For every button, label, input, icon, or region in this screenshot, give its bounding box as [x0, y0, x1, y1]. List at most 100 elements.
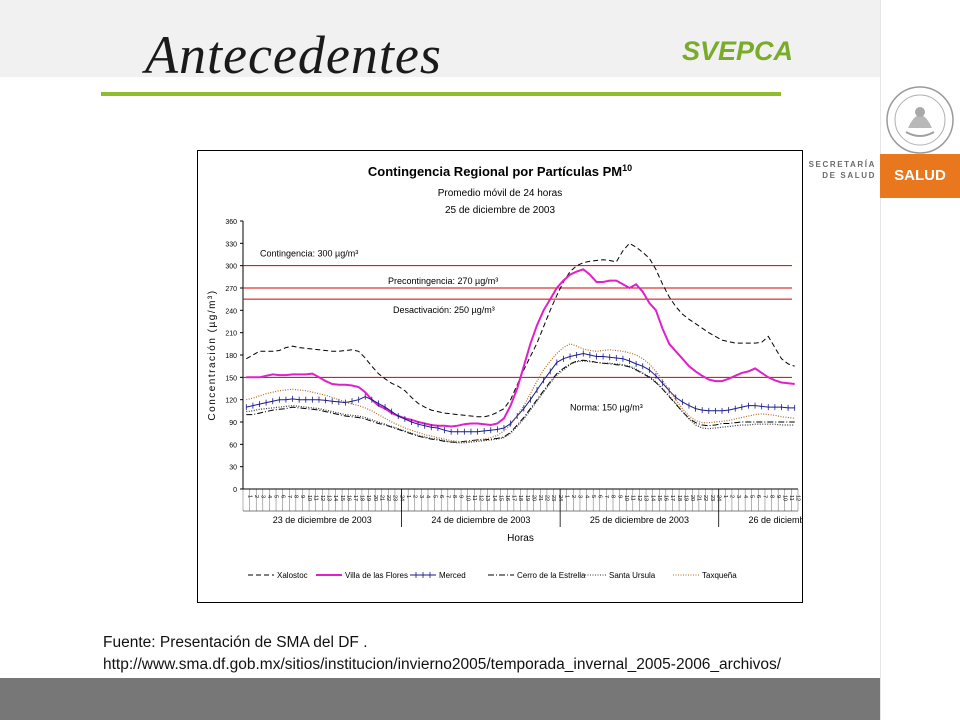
x-tick-label: 11 [788, 495, 794, 501]
x-tick-label: 9 [458, 495, 464, 498]
x-tick-label: 2 [570, 495, 576, 498]
source-text: Fuente: Presentación de SMA del DF . [103, 634, 368, 651]
x-tick-label: 8 [293, 495, 299, 498]
x-tick-label: 5 [273, 495, 279, 498]
threshold-label: Desactivación: 250 µg/m³ [393, 305, 495, 315]
day-label: 26 de diciembre de 2003 [748, 515, 802, 525]
x-tick-label: 21 [537, 495, 543, 501]
x-tick-label: 1 [246, 495, 252, 498]
x-tick-label: 12 [478, 495, 484, 501]
x-tick-label: 6 [279, 495, 285, 498]
x-tick-label: 8 [768, 495, 774, 498]
x-tick-label: 4 [266, 495, 272, 498]
x-tick-label: 20 [689, 495, 695, 501]
x-tick-label: 3 [577, 495, 583, 498]
x-tick-label: 15 [339, 495, 345, 501]
x-tick-label: 5 [431, 495, 437, 498]
x-tick-label: 23 [709, 495, 715, 501]
ministry-line-2: DE SALUD [822, 171, 876, 180]
ministry-label: SECRETARÍA DE SALUD [809, 159, 876, 181]
title-underline [101, 92, 781, 96]
ministry-line-1: SECRETARÍA [808, 160, 876, 169]
legend-label: Villa de las Flores [345, 571, 408, 580]
legend-label: Cerro de la Estrella [517, 571, 586, 580]
y-tick-label: 60 [229, 442, 237, 449]
y-tick-label: 210 [225, 331, 237, 338]
x-tick-label: 7 [762, 495, 768, 498]
series-line-5 [246, 343, 795, 443]
x-tick-label: 5 [590, 495, 596, 498]
x-tick-label: 21 [696, 495, 702, 501]
x-tick-label: 6 [596, 495, 602, 498]
x-tick-label: 8 [610, 495, 616, 498]
legend-label: Merced [439, 571, 466, 580]
legend-label: Taxqueña [702, 571, 737, 580]
x-tick-label: 11 [630, 495, 636, 501]
chart-subtitle-1: Promedio móvil de 24 horas [438, 188, 563, 199]
x-tick-label: 19 [682, 495, 688, 501]
x-tick-label: 11 [312, 495, 318, 501]
x-tick-label: 6 [755, 495, 761, 498]
threshold-label: Precontingencia: 270 µg/m³ [388, 276, 498, 286]
legend-label: Xalostoc [277, 571, 308, 580]
x-tick-label: 2 [253, 495, 259, 498]
slide-title: Antecedentes [145, 25, 442, 85]
x-tick-label: 22 [702, 495, 708, 501]
x-tick-label: 3 [260, 495, 266, 498]
x-tick-label: 13 [643, 495, 649, 501]
x-tick-label: 1 [563, 495, 569, 498]
x-tick-label: 14 [649, 495, 655, 501]
x-tick-label: 18 [359, 495, 365, 501]
series-line-2 [246, 352, 795, 433]
y-tick-label: 180 [225, 353, 237, 360]
day-label: 24 de diciembre de 2003 [431, 515, 530, 525]
y-tick-label: 300 [225, 264, 237, 271]
y-tick-label: 120 [225, 398, 237, 405]
x-tick-label: 13 [484, 495, 490, 501]
y-tick-label: 90 [229, 420, 237, 427]
x-tick-label: 13 [801, 495, 802, 501]
x-tick-label: 13 [326, 495, 332, 501]
x-tick-label: 6 [438, 495, 444, 498]
x-tick-label: 3 [735, 495, 741, 498]
x-tick-label: 2 [411, 495, 417, 498]
x-tick-label: 10 [464, 495, 470, 501]
source-citation: Fuente: Presentación de SMA del DF . htt… [103, 632, 781, 676]
x-tick-label: 1 [405, 495, 411, 498]
x-tick-label: 23 [550, 495, 556, 501]
x-tick-label: 1 [722, 495, 728, 498]
x-tick-label: 21 [378, 495, 384, 501]
x-tick-label: 4 [742, 495, 748, 498]
x-tick-label: 10 [623, 495, 629, 501]
x-tick-label: 9 [299, 495, 305, 498]
header-band [0, 0, 880, 77]
x-tick-label: 22 [544, 495, 550, 501]
source-url: http://www.sma.df.gob.mx/sitios/instituc… [103, 656, 782, 673]
threshold-label: Norma: 150 µg/m³ [570, 402, 643, 412]
x-tick-label: 7 [286, 495, 292, 498]
series-line-1 [246, 268, 795, 428]
x-tick-label: 17 [669, 495, 675, 501]
x-tick-label: 15 [656, 495, 662, 501]
chart-title: Contingencia Regional por Partículas PM1… [368, 163, 632, 179]
y-tick-label: 270 [225, 286, 237, 293]
x-tick-label: 11 [471, 495, 477, 501]
x-tick-label: 8 [451, 495, 457, 498]
y-tick-label: 360 [225, 219, 237, 226]
x-tick-label: 10 [306, 495, 312, 501]
x-tick-label: 14 [491, 495, 497, 501]
x-tick-label: 20 [530, 495, 536, 501]
x-tick-label: 4 [583, 495, 589, 498]
x-tick-label: 16 [504, 495, 510, 501]
x-tick-label: 12 [636, 495, 642, 501]
chart-frame: Contingencia Regional por Partículas PM1… [197, 150, 803, 603]
y-tick-label: 330 [225, 241, 237, 248]
x-tick-label: 18 [517, 495, 523, 501]
x-tick-label: 7 [603, 495, 609, 498]
x-tick-label: 18 [676, 495, 682, 501]
x-tick-label: 5 [748, 495, 754, 498]
x-tick-label: 12 [319, 495, 325, 501]
chart-subtitle-2: 25 de diciembre de 2003 [445, 205, 556, 216]
threshold-label: Contingencia: 300 µg/m³ [260, 249, 358, 259]
series-line-4 [246, 360, 795, 444]
